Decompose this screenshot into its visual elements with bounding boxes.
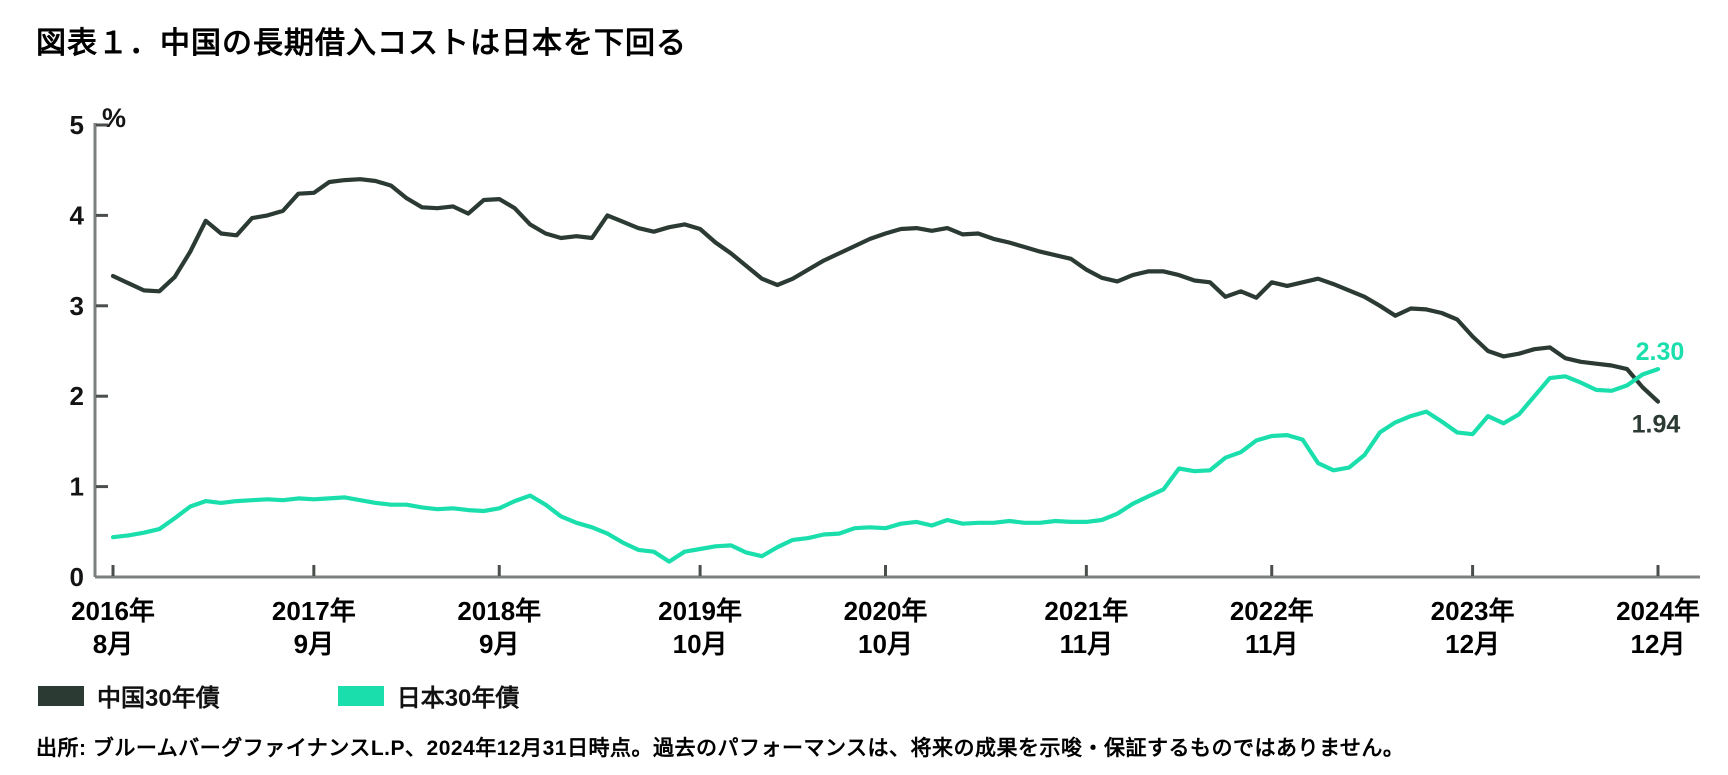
japan-series-swatch [337,685,384,706]
x-tick-label-month: 12月 [1445,629,1500,659]
x-tick-label-month: 10月 [673,629,728,659]
x-tick-label-month: 9月 [479,629,519,659]
china-series-line [110,177,1661,404]
y-axis-unit-label: % [102,103,126,133]
japan-series-line [110,367,1661,564]
x-tick-label-month: 11月 [1060,629,1114,659]
x-tick-label-month: 12月 [1631,629,1686,659]
x-tick-label-year: 2023年 [1431,596,1515,626]
x-tick-label-year: 2024年 [1616,596,1700,626]
x-tick-label-month: 8月 [93,629,133,659]
x-tick-label-year: 2016年 [71,596,155,626]
china-end-value-label: 1.94 [1632,411,1681,439]
x-tick-label-year: 2021年 [1044,596,1128,626]
x-tick-label-month: 10月 [858,629,913,659]
legend: 中国30年債 日本30年債 [38,678,637,713]
legend-item-china: 中国30年債 [38,678,220,713]
x-tick-label-year: 2018年 [457,596,541,626]
x-tick-label-year: 2020年 [844,596,928,626]
page-title: 図表１．中国の長期借入コストは日本を下回る [36,27,687,60]
china-series-label: 中国30年債 [97,685,220,712]
y-tick-label: 4 [70,200,85,230]
x-tick-label-year: 2022年 [1230,596,1314,626]
y-tick-label: 3 [70,291,84,321]
japan-end-value-label: 2.30 [1636,338,1685,366]
x-tick-label-month: 11月 [1245,629,1299,659]
y-tick-label: 1 [70,472,84,502]
y-tick-label: 2 [70,381,84,411]
x-tick-label-year: 2019年 [658,596,742,626]
y-tick-label: 0 [70,562,84,592]
source-note: 出所: ブルームバーグファイナンスL.P、2024年12月31日時点。過去のパフ… [36,737,1405,760]
x-tick-label-year: 2017年 [272,596,356,626]
y-tick-label: 5 [70,110,84,140]
legend-item-japan: 日本30年債 [337,678,520,713]
x-tick-label-month: 9月 [294,629,334,659]
japan-series-label: 日本30年債 [396,685,520,712]
china-series-swatch [38,685,84,706]
